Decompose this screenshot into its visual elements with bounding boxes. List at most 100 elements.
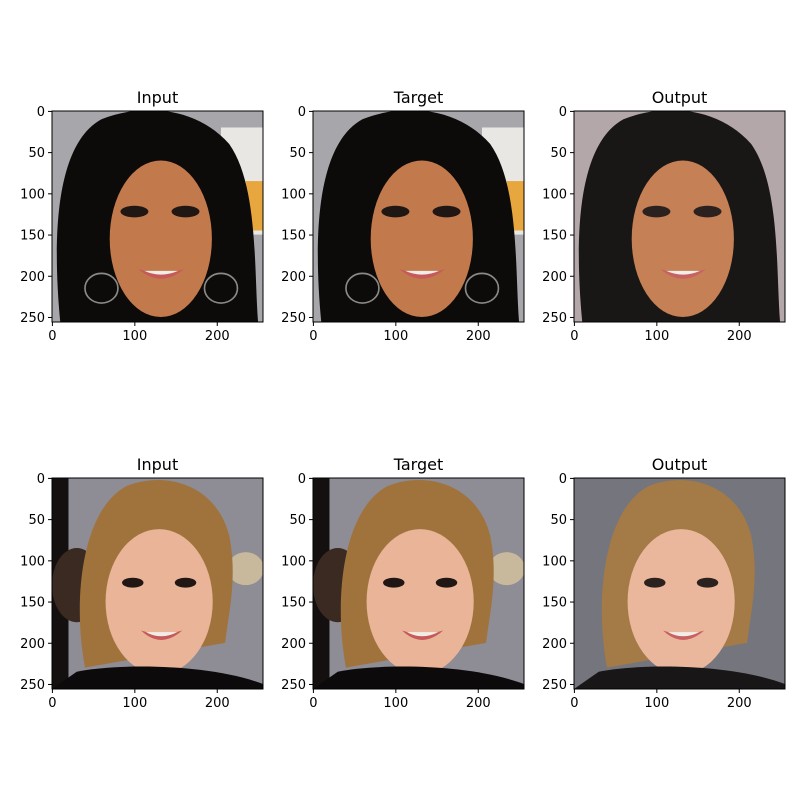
x-tick-label: 0 xyxy=(570,329,578,344)
y-tick-label: 200 xyxy=(281,637,306,652)
y-tick-label: 150 xyxy=(542,229,567,244)
face xyxy=(370,160,473,318)
y-tick-label: 100 xyxy=(20,187,45,202)
face xyxy=(631,160,734,318)
left-eye xyxy=(381,205,410,218)
output-softening xyxy=(574,111,785,322)
y-tick-label: 0 xyxy=(298,105,306,120)
y-tick-label: 200 xyxy=(20,270,45,285)
y-tick-label: 100 xyxy=(20,554,45,569)
x-tick-label: 100 xyxy=(644,696,669,711)
earring xyxy=(84,272,119,304)
panel-title: Input xyxy=(137,88,178,107)
y-tick-label: 50 xyxy=(550,513,567,528)
panel-output-face-2: Output 0 100 200 0 50 100 150 200 250 xyxy=(542,455,786,711)
y-tick-label: 50 xyxy=(28,146,45,161)
y-tick-label: 200 xyxy=(542,270,567,285)
y-tick-label: 250 xyxy=(20,311,45,326)
background-emblem xyxy=(227,552,263,586)
y-tick-label: 50 xyxy=(28,513,45,528)
y-tick-label: 250 xyxy=(281,678,306,693)
hair-fringe xyxy=(631,138,739,186)
right-eye xyxy=(435,577,458,588)
axes-frame xyxy=(312,110,525,323)
right-eye xyxy=(696,577,719,588)
teeth xyxy=(666,270,701,275)
teeth xyxy=(145,632,178,637)
y-tick-label: 0 xyxy=(37,472,45,487)
y-tick-label: 50 xyxy=(289,513,306,528)
y-tick-label: 150 xyxy=(20,229,45,244)
panel-title: Output xyxy=(652,88,708,107)
y-tick-label: 150 xyxy=(281,596,306,611)
x-tick-label: 200 xyxy=(205,696,230,711)
x-tick-label: 0 xyxy=(48,696,56,711)
face xyxy=(109,160,212,318)
x-tick-label: 100 xyxy=(383,696,408,711)
shirt xyxy=(574,666,785,689)
panel-input-face-2: Input 0 100 200 0 50 100 150 200 250 xyxy=(20,455,264,711)
right-eye xyxy=(171,205,200,218)
face-image xyxy=(52,111,263,322)
panel-title: Target xyxy=(393,455,444,474)
x-tick-label: 200 xyxy=(727,696,752,711)
earring xyxy=(345,272,380,304)
x-tick-label: 100 xyxy=(122,696,147,711)
y-tick-label: 200 xyxy=(542,637,567,652)
y-tick-label: 50 xyxy=(289,146,306,161)
panel-input-face-1: Input 0 100 200 0 50 100 150 200 250 xyxy=(20,88,264,344)
axes-frame xyxy=(573,477,786,690)
panel-output-face-1: Output 0 100 200 0 50 100 150 200 250 xyxy=(542,88,786,344)
face xyxy=(105,529,213,675)
axes-frame xyxy=(51,110,264,323)
y-tick-label: 50 xyxy=(550,146,567,161)
y-tick-label: 100 xyxy=(281,187,306,202)
right-eye xyxy=(693,205,722,218)
y-tick-label: 200 xyxy=(281,270,306,285)
y-tick-label: 150 xyxy=(542,596,567,611)
earring xyxy=(203,272,239,304)
axes-frame xyxy=(312,477,525,690)
face-image xyxy=(313,478,524,689)
x-tick-label: 0 xyxy=(309,696,317,711)
y-tick-label: 0 xyxy=(559,105,567,120)
y-tick-label: 0 xyxy=(37,105,45,120)
hair-fringe xyxy=(628,501,739,553)
face-image xyxy=(574,111,785,322)
face-image xyxy=(313,111,524,322)
y-tick-label: 250 xyxy=(20,678,45,693)
shirt xyxy=(313,666,524,689)
earring xyxy=(464,272,500,304)
x-tick-label: 100 xyxy=(122,329,147,344)
background-emblem xyxy=(488,552,524,586)
hair-fringe xyxy=(370,138,478,186)
teeth xyxy=(405,270,440,275)
teeth xyxy=(144,270,179,275)
y-tick-label: 0 xyxy=(298,472,306,487)
y-tick-label: 250 xyxy=(281,311,306,326)
x-tick-label: 200 xyxy=(466,696,491,711)
left-eye xyxy=(644,577,666,588)
face xyxy=(627,529,735,675)
teeth xyxy=(667,632,700,637)
right-eye xyxy=(432,205,461,218)
panel-title: Output xyxy=(652,455,708,474)
panel-target-face-1: Target 0 100 200 0 50 100 150 200 250 xyxy=(281,88,525,344)
y-tick-label: 100 xyxy=(281,554,306,569)
x-tick-label: 0 xyxy=(570,696,578,711)
hair-fringe xyxy=(109,138,217,186)
panel-target-face-2: Target 0 100 200 0 50 100 150 200 250 xyxy=(281,455,525,711)
y-tick-label: 250 xyxy=(542,311,567,326)
y-tick-label: 100 xyxy=(542,554,567,569)
left-eye xyxy=(642,205,671,218)
x-tick-label: 0 xyxy=(48,329,56,344)
face-image xyxy=(574,478,785,689)
teeth xyxy=(406,632,439,637)
y-tick-label: 100 xyxy=(542,187,567,202)
hair-fringe xyxy=(367,501,478,553)
x-tick-label: 200 xyxy=(205,329,230,344)
y-tick-label: 250 xyxy=(542,678,567,693)
y-tick-label: 150 xyxy=(281,229,306,244)
panel-title: Input xyxy=(137,455,178,474)
shirt xyxy=(52,666,263,689)
